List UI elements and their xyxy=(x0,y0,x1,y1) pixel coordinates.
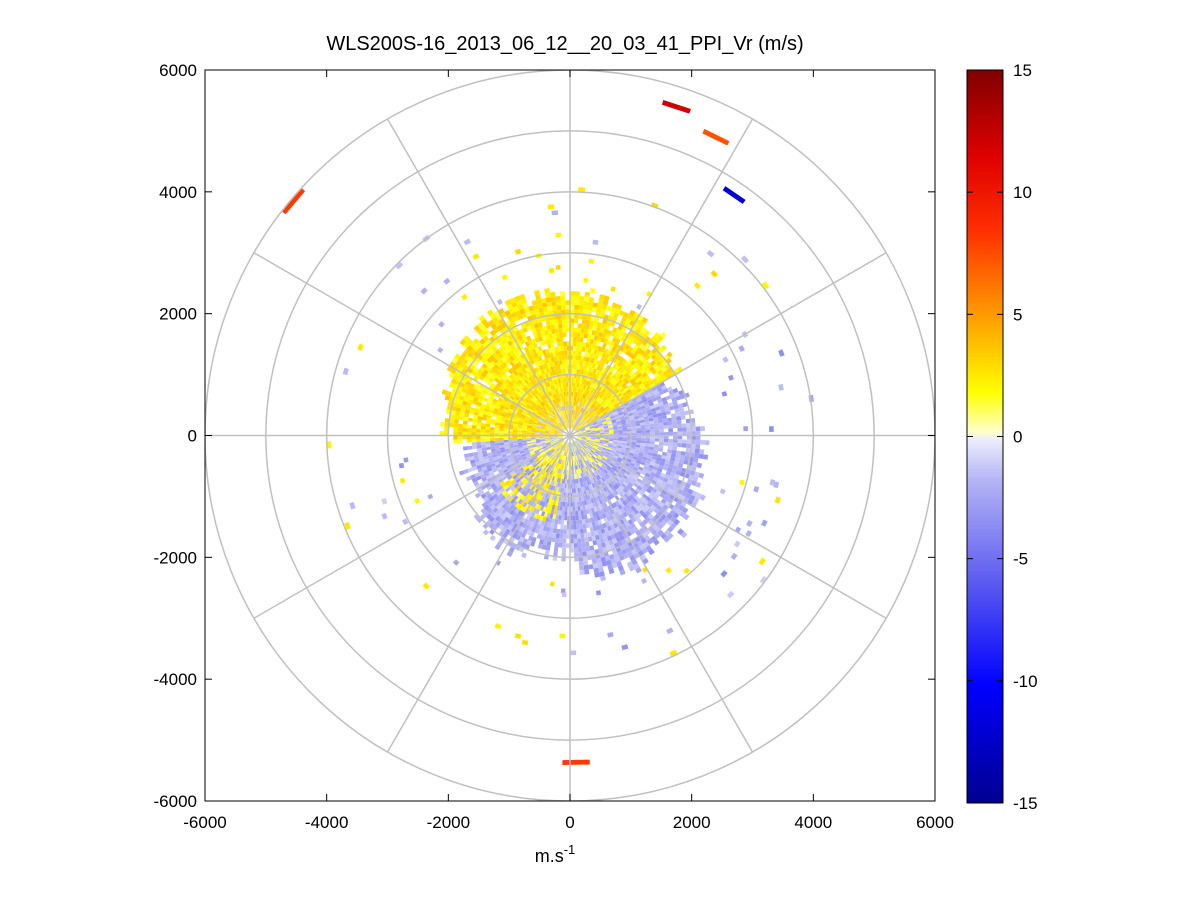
colorbar-tick-label: -15 xyxy=(1013,794,1038,813)
x-tick-label: 2000 xyxy=(673,813,711,832)
x-axis-label-text: m.s xyxy=(535,846,564,866)
y-tick-label: 6000 xyxy=(159,61,197,80)
x-tick-label: -6000 xyxy=(183,813,226,832)
colorbar-tick-label: 0 xyxy=(1013,428,1022,447)
x-tick-label: -4000 xyxy=(305,813,348,832)
azimuth-spoke xyxy=(386,118,754,753)
y-tick-label: -6000 xyxy=(154,792,197,811)
isolated-return xyxy=(562,759,590,766)
x-tick-label: 4000 xyxy=(794,813,832,832)
isolated-return xyxy=(661,100,691,114)
colorbar-tick-label: 10 xyxy=(1013,183,1032,202)
polar-grid xyxy=(205,70,935,801)
x-axis-label: m.s-1 xyxy=(535,842,576,866)
colorbar-ticks: 15 10 5 0 -5 -10 -15 xyxy=(967,61,1038,813)
velocity-field xyxy=(281,100,815,766)
y-tick-label: -2000 xyxy=(154,548,197,567)
isolated-return xyxy=(281,187,306,215)
y-tick-label: 4000 xyxy=(159,183,197,202)
colorbar-tick-label: -10 xyxy=(1013,672,1038,691)
x-axis: -6000 -4000 -2000 0 2000 4000 6000 xyxy=(183,70,954,832)
isolated-return xyxy=(702,128,730,146)
x-axis-label-exponent: -1 xyxy=(564,842,576,857)
y-tick-label: 0 xyxy=(188,427,197,446)
chart-title: WLS200S-16_2013_06_12__20_03_41_PPI_Vr (… xyxy=(326,33,803,55)
y-tick-label: -4000 xyxy=(154,670,197,689)
y-tick-label: 2000 xyxy=(159,305,197,324)
colorbar-tick-label: 15 xyxy=(1013,61,1032,80)
colorbar-tick-label: 5 xyxy=(1013,305,1022,324)
isolated-return xyxy=(722,186,746,204)
x-tick-label: 6000 xyxy=(916,813,954,832)
y-axis: 6000 4000 2000 0 -2000 -4000 -6000 xyxy=(154,61,935,811)
x-tick-label: -2000 xyxy=(427,813,470,832)
colorbar-tick-label: -5 xyxy=(1013,550,1028,569)
x-tick-label: 0 xyxy=(565,813,574,832)
